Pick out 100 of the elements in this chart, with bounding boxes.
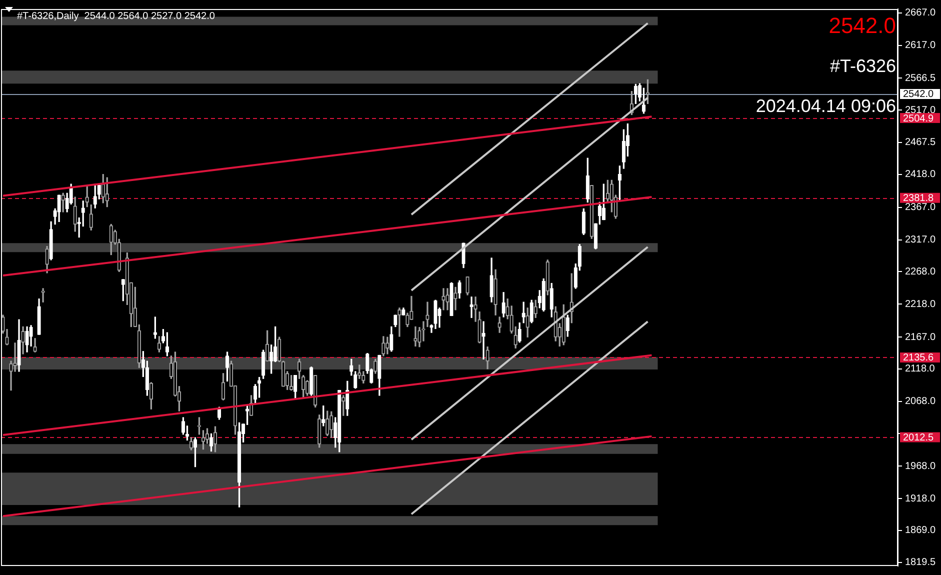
y-tick-label: 2118.0 <box>905 364 936 375</box>
candlestick <box>298 358 302 379</box>
candlestick <box>165 332 170 356</box>
ref-line-label: 2135.6 <box>903 352 934 364</box>
y-tick-label: 2517.0 <box>905 104 936 116</box>
candlestick <box>89 204 93 230</box>
candlestick <box>189 437 194 450</box>
candlestick <box>550 282 554 318</box>
candlestick <box>45 246 49 274</box>
candlestick <box>221 373 226 400</box>
y-tick-label: 2667.0 <box>905 8 936 19</box>
candlestick <box>378 354 382 396</box>
candlestick <box>61 192 65 212</box>
y-tick-label: 2317.0 <box>905 234 936 246</box>
candlestick <box>442 288 446 310</box>
candlestick <box>374 358 378 374</box>
candlestick <box>237 422 242 508</box>
candlestick <box>398 308 402 337</box>
candlestick <box>41 288 45 302</box>
candlestick <box>362 371 366 384</box>
candlestick <box>137 324 141 368</box>
y-tick-label: 2068.0 <box>905 396 936 408</box>
candlestick <box>486 346 490 370</box>
candlestick <box>153 316 157 339</box>
y-tick-label: 1869.0 <box>905 525 936 536</box>
candlestick <box>642 88 646 114</box>
candlestick <box>434 300 438 330</box>
chart-title: #T-6326,Daily 2544.0 2564.0 2527.0 2542.0 <box>17 10 216 22</box>
candlestick <box>85 186 89 208</box>
y-tick-label: 2367.0 <box>905 202 936 214</box>
candlestick <box>446 288 450 310</box>
candlestick <box>426 302 430 328</box>
candlestick <box>289 375 294 391</box>
y-tick-label: 1968.0 <box>905 460 936 472</box>
ref-line-label: 2504.9 <box>903 113 934 124</box>
candlestick <box>57 194 61 222</box>
y-tick-label: 2167.0 <box>905 332 936 343</box>
candlestick <box>225 352 230 382</box>
candlestick <box>109 224 113 256</box>
candlestick <box>482 321 486 360</box>
candlestick <box>213 426 218 452</box>
candlestick <box>618 166 622 202</box>
annotation: 2542.0 <box>828 13 896 38</box>
annotation: #T-6326 <box>830 56 896 76</box>
candlestick <box>121 279 125 302</box>
candlestick <box>265 330 270 362</box>
y-tick-label: 2467.5 <box>905 137 936 148</box>
candlestick <box>49 221 53 260</box>
candlestick <box>494 269 498 316</box>
candlestick <box>37 298 41 335</box>
candlestick <box>414 326 418 347</box>
candlestick <box>498 316 502 333</box>
candlestick <box>386 336 390 354</box>
candlestick <box>394 314 398 328</box>
candlestick <box>77 217 81 238</box>
ref-line-label: 2542.0 <box>903 89 934 100</box>
candlestick <box>566 314 570 337</box>
candlestick <box>269 344 274 374</box>
candlestick <box>133 286 137 328</box>
candlestick <box>518 322 522 343</box>
y-tick-label: 1819.5 <box>905 557 936 568</box>
candlestick <box>530 300 534 324</box>
candlestick <box>458 280 462 299</box>
candlestick <box>586 158 590 203</box>
candlestick <box>193 437 198 468</box>
ref-line-label: 2012.5 <box>903 432 934 444</box>
candlestick <box>470 296 474 318</box>
y-tick-label: 2268.0 <box>905 266 936 278</box>
candlestick <box>105 177 109 208</box>
candlestick <box>322 406 326 426</box>
candlestick <box>318 414 322 448</box>
candlestick <box>454 286 458 310</box>
candlestick <box>157 336 162 352</box>
y-tick-label: 1918.0 <box>905 493 936 504</box>
annotation: 2024.04.14 09:06 <box>756 96 896 116</box>
candlestick <box>261 350 266 379</box>
candlestick <box>294 375 298 400</box>
candlestick <box>25 326 29 352</box>
y-tick-label: 2566.5 <box>905 72 936 84</box>
ref-line-label: 2381.8 <box>903 193 934 204</box>
candlestick <box>257 376 262 398</box>
candlestick <box>390 326 394 352</box>
candlestick <box>17 319 21 372</box>
candlestick <box>382 336 386 356</box>
candlestick <box>330 411 334 438</box>
candlestick <box>101 174 105 204</box>
candlestick <box>466 276 470 296</box>
candlestick <box>542 278 546 312</box>
candlestick <box>634 84 638 104</box>
candlestick <box>33 338 37 352</box>
candlestick <box>490 258 494 302</box>
candlestick <box>302 375 306 398</box>
candlestick <box>546 260 550 296</box>
y-tick-label: 2218.0 <box>905 298 936 310</box>
candlestick <box>21 326 25 354</box>
candlestick <box>450 282 454 316</box>
candlestick <box>306 380 310 396</box>
candlestick <box>402 308 406 316</box>
candlestick <box>582 208 586 235</box>
candlestick <box>81 200 85 227</box>
